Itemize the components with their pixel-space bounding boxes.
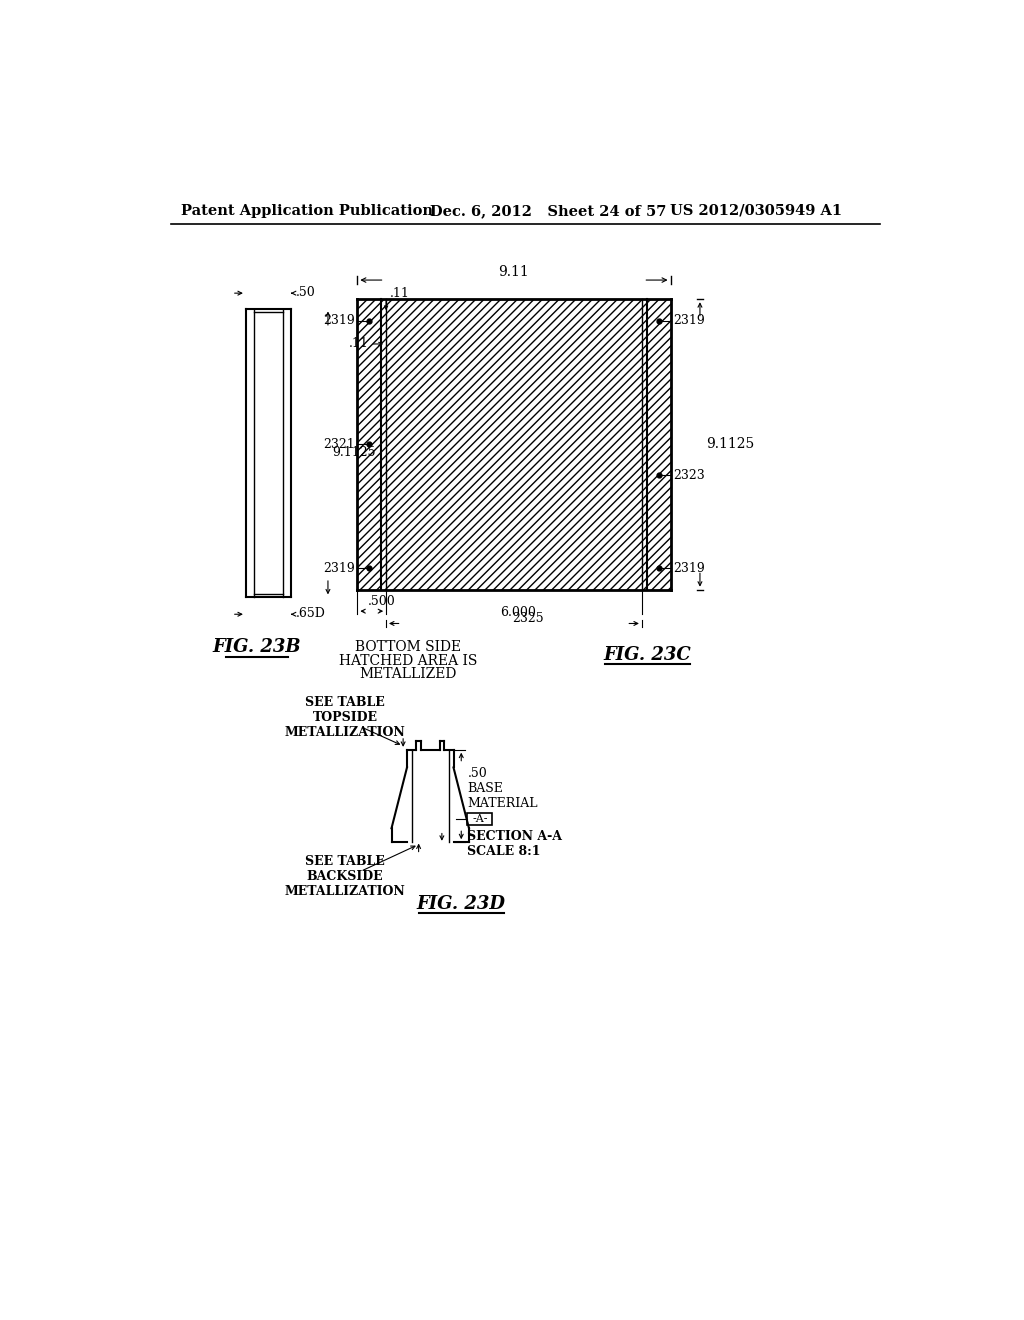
Bar: [381, 300, 386, 590]
Text: SECTION A-A
SCALE 8:1: SECTION A-A SCALE 8:1: [467, 830, 562, 858]
Text: Patent Application Publication: Patent Application Publication: [180, 203, 433, 218]
Text: 9.1125: 9.1125: [332, 446, 376, 459]
Text: .65D: .65D: [296, 607, 326, 620]
Text: 2323: 2323: [673, 469, 705, 482]
Text: 2319: 2319: [673, 314, 705, 327]
Text: Dec. 6, 2012   Sheet 24 of 57: Dec. 6, 2012 Sheet 24 of 57: [430, 203, 667, 218]
Bar: [647, 300, 671, 590]
Text: FIG. 23B: FIG. 23B: [212, 639, 301, 656]
Text: .11: .11: [390, 286, 410, 300]
Text: .50
BASE
MATERIAL: .50 BASE MATERIAL: [467, 767, 538, 809]
Bar: [642, 300, 647, 590]
Text: 2319: 2319: [324, 561, 355, 574]
Text: .500: .500: [369, 595, 396, 609]
Text: SEE TABLE
TOPSIDE
METALLIZATION: SEE TABLE TOPSIDE METALLIZATION: [285, 696, 406, 739]
Text: 6.000: 6.000: [500, 606, 536, 619]
Text: 2325: 2325: [512, 612, 544, 626]
Text: 2319: 2319: [673, 561, 705, 574]
Text: HATCHED AREA IS: HATCHED AREA IS: [339, 653, 477, 668]
Text: SEE TABLE
BACKSIDE
METALLIZATION: SEE TABLE BACKSIDE METALLIZATION: [285, 854, 406, 898]
Text: .11: .11: [348, 338, 369, 351]
Text: METALLIZED: METALLIZED: [359, 668, 457, 681]
Text: .50: .50: [296, 286, 316, 298]
Text: US 2012/0305949 A1: US 2012/0305949 A1: [671, 203, 843, 218]
Text: FIG. 23C: FIG. 23C: [603, 645, 691, 664]
Text: FIG. 23D: FIG. 23D: [417, 895, 506, 912]
Bar: [386, 300, 642, 590]
Bar: [467, 813, 493, 825]
Text: 2321: 2321: [324, 438, 355, 451]
Text: -A-: -A-: [472, 814, 487, 824]
Text: 2319: 2319: [324, 314, 355, 327]
Text: 9.11: 9.11: [499, 264, 529, 279]
Text: BOTTOM SIDE: BOTTOM SIDE: [354, 640, 461, 653]
Text: 9.1125: 9.1125: [707, 437, 755, 451]
Bar: [357, 300, 381, 590]
